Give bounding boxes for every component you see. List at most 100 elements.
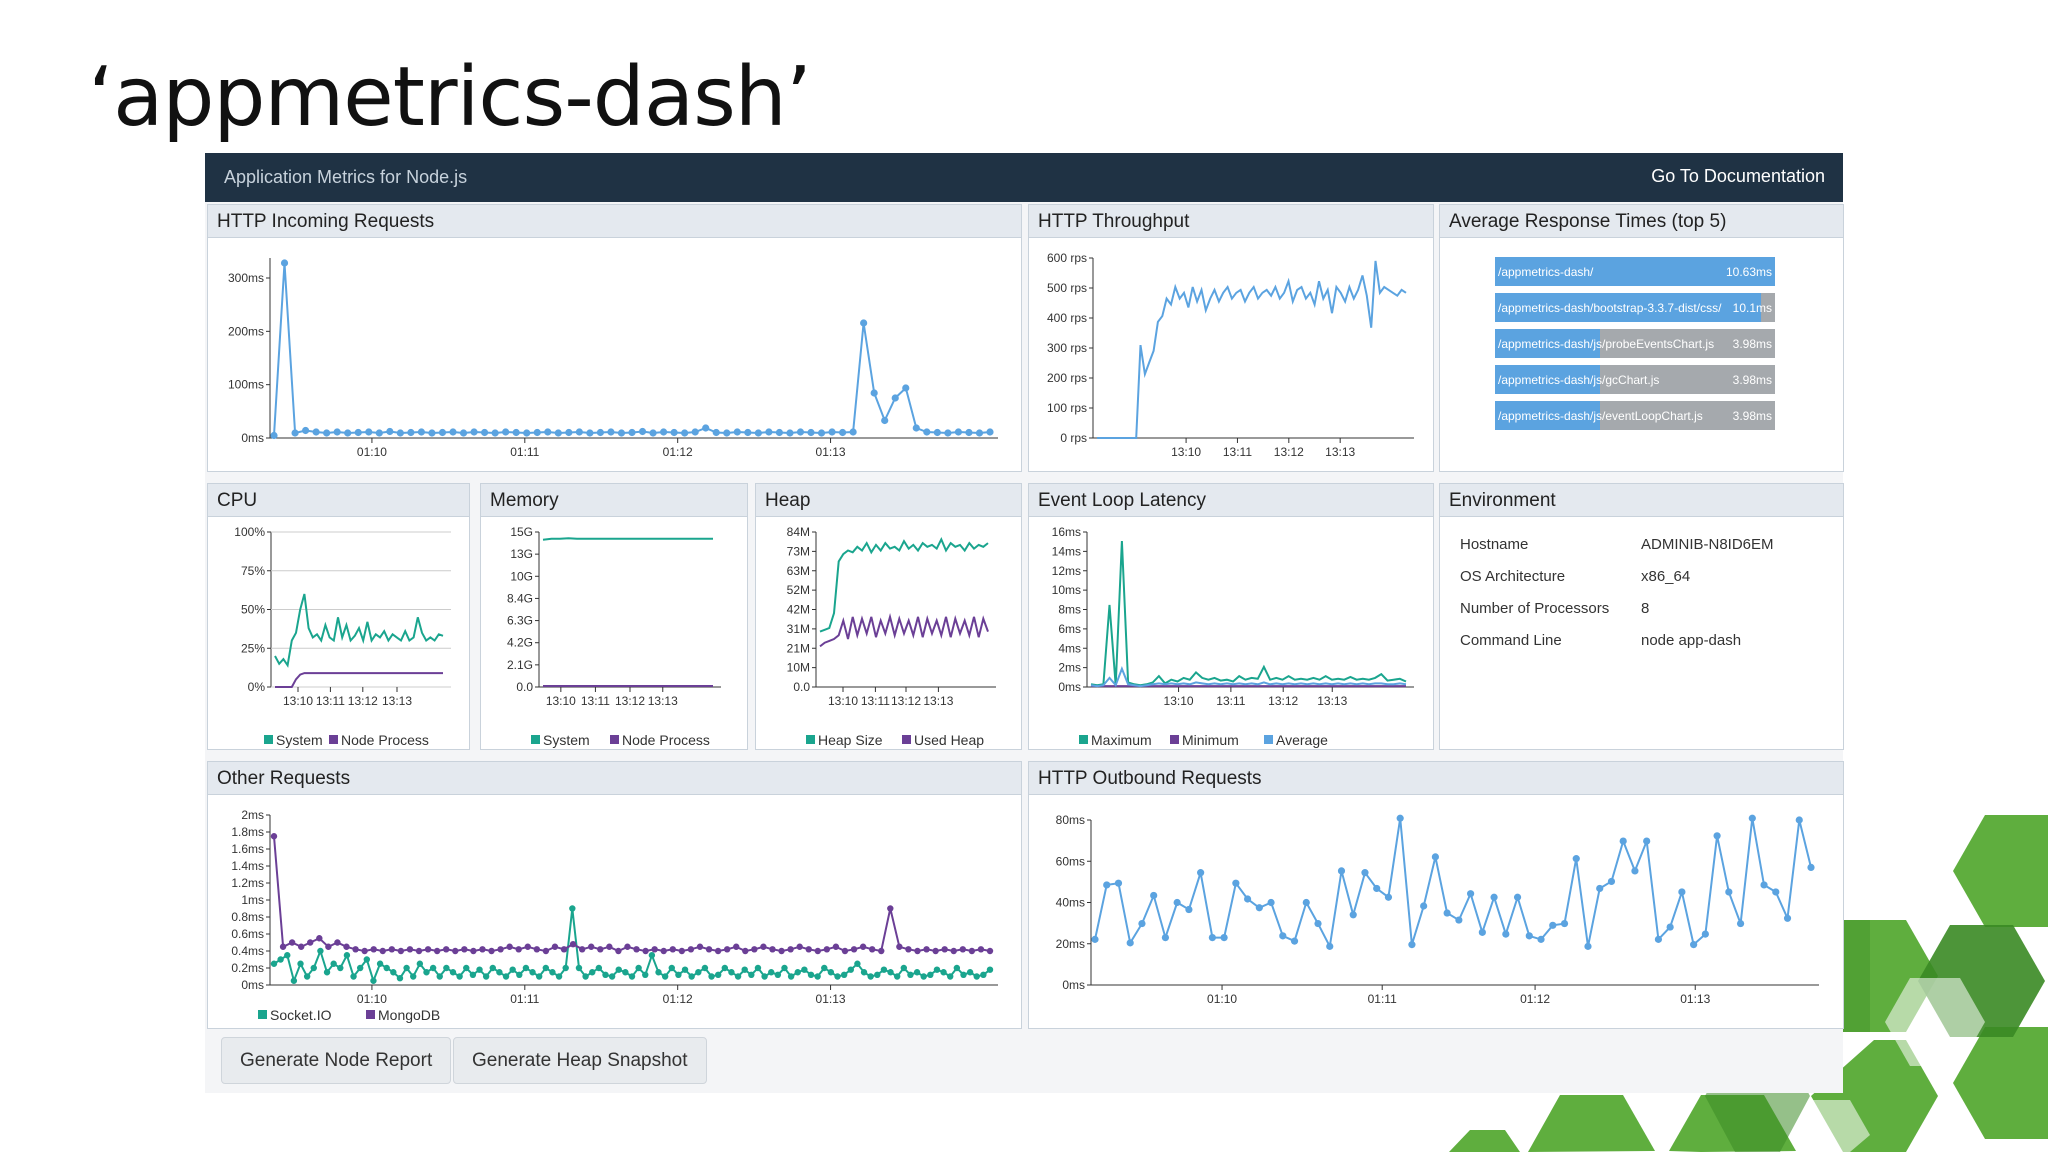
data-point: [678, 947, 686, 955]
data-point: [675, 971, 682, 978]
data-point: [638, 427, 647, 436]
data-point: [669, 946, 676, 953]
data-point: [417, 428, 426, 436]
env-key: Hostname: [1460, 536, 1529, 553]
data-point: [597, 946, 604, 953]
data-point: [905, 946, 912, 953]
x-tick-label: 13:13: [1317, 694, 1347, 708]
data-point: [655, 969, 662, 976]
generate-node-report-button[interactable]: Generate Node Report: [221, 1037, 452, 1084]
navbar-brand[interactable]: Application Metrics for Node.js: [224, 167, 468, 187]
data-point: [596, 428, 605, 437]
data-point: [635, 964, 642, 972]
data-point: [516, 971, 523, 978]
data-point: [1173, 898, 1181, 907]
y-tick-label: 6ms: [1058, 622, 1081, 636]
data-point: [887, 905, 894, 912]
data-point: [470, 428, 478, 436]
y-tick-label: 1.8ms: [231, 825, 264, 839]
data-point: [522, 964, 530, 972]
data-point: [1396, 814, 1404, 822]
average-line: [1090, 666, 1407, 688]
data-point: [849, 428, 857, 436]
data-point: [827, 969, 835, 976]
y-tick-label: 0ms: [241, 431, 264, 445]
data-point: [896, 943, 903, 950]
data-point: [1290, 937, 1299, 945]
generate-heap-snapshot-button[interactable]: Generate Heap Snapshot: [453, 1037, 707, 1084]
data-point: [954, 428, 963, 436]
data-point: [449, 428, 457, 436]
data-point: [307, 939, 314, 946]
event-loop-latency-panel: Event Loop Latency 0ms 2ms 4ms 6ms 8ms 10ms 12…: [1028, 483, 1434, 750]
data-point: [817, 429, 826, 437]
data-point: [1666, 923, 1674, 931]
y-tick-label: 80ms: [1056, 813, 1085, 827]
bar-fill: [1495, 293, 1762, 322]
x-tick-label: 13:11: [1223, 445, 1252, 459]
y-tick-label: 100ms: [228, 378, 264, 392]
data-point: [365, 428, 373, 436]
data-point: [801, 966, 808, 973]
data-point: [768, 969, 775, 976]
data-point: [734, 973, 742, 980]
panel-title: HTTP Outbound Requests: [1029, 762, 1843, 795]
data-point: [617, 429, 626, 437]
data-point: [1678, 888, 1686, 896]
data-point: [423, 969, 430, 976]
system-line: [542, 537, 713, 541]
data-point: [661, 973, 669, 980]
bar-label: /appmetrics-dash/js/gcChart.js: [1498, 373, 1659, 387]
y-tick-label: 0ms: [1062, 978, 1085, 992]
data-point: [913, 969, 921, 976]
data-point: [480, 428, 489, 437]
data-point: [681, 429, 689, 437]
data-point: [370, 977, 377, 984]
y-tick-label: 4.2G: [507, 636, 533, 650]
data-point: [714, 947, 722, 955]
data-point: [1267, 898, 1275, 907]
data-point: [1384, 893, 1393, 901]
y-tick-label: 1ms: [241, 893, 264, 907]
data-point: [1138, 919, 1146, 928]
data-point: [986, 428, 994, 436]
data-point: [1408, 941, 1416, 949]
panel-title: Other Requests: [208, 762, 1021, 795]
data-point: [578, 946, 586, 953]
data-point: [449, 969, 457, 976]
data-point: [786, 429, 794, 437]
legend-swatch: [902, 735, 911, 744]
data-point: [386, 427, 394, 436]
data-point: [1619, 837, 1627, 845]
data-point: [723, 946, 731, 953]
y-tick-label: 0.4ms: [231, 944, 264, 958]
slide-title: ‘appmetrics-dash’: [88, 50, 812, 145]
legend-label: Minimum: [1182, 732, 1239, 748]
data-point: [821, 964, 828, 972]
y-tick-label: 0.0: [793, 680, 810, 694]
y-tick-label: 20ms: [1056, 937, 1085, 951]
dashboard-app: Application Metrics for Node.js Go To Do…: [205, 153, 1844, 1093]
documentation-link[interactable]: Go To Documentation: [1651, 166, 1825, 186]
data-point: [933, 428, 941, 437]
data-point: [933, 966, 941, 973]
data-point: [932, 947, 939, 955]
node-process-line: [275, 672, 443, 688]
legend-swatch: [264, 735, 273, 744]
x-tick-label: 13:10: [1164, 694, 1194, 708]
data-point: [860, 969, 868, 976]
data-point: [361, 947, 368, 955]
data-point: [410, 973, 417, 980]
y-tick-label: 200ms: [228, 324, 264, 338]
data-point: [1114, 879, 1123, 887]
data-point: [1443, 909, 1451, 917]
data-point: [754, 964, 762, 972]
data-point: [533, 946, 541, 953]
data-point: [575, 428, 583, 436]
response-time-bar: /appmetrics-dash/bootstrap-3.3.7-dist/cs…: [1495, 293, 1775, 322]
data-point: [379, 947, 386, 955]
bar-value: 3.98ms: [1733, 373, 1772, 387]
data-point: [375, 429, 383, 437]
data-point: [1783, 914, 1792, 922]
y-tick-label: 63M: [787, 564, 810, 578]
